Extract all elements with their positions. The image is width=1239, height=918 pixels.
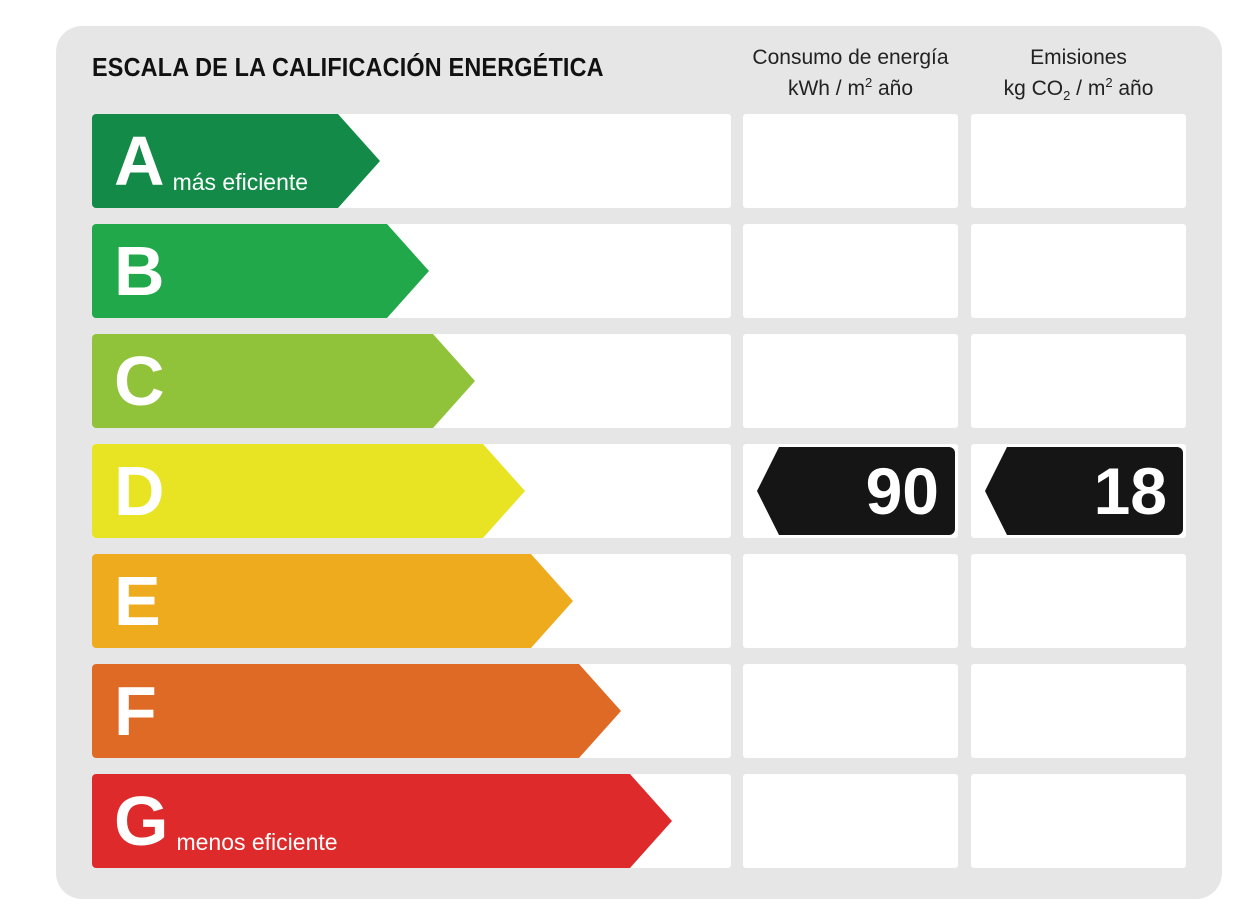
class-caption: menos eficiente <box>176 829 338 855</box>
emissions-cell-g <box>971 774 1186 868</box>
emissions-cell-c <box>971 334 1186 428</box>
class-arrow-e: E <box>92 554 573 648</box>
consumption-value-badge: 90 <box>757 447 955 535</box>
consumption-header-label: Consumo de energía <box>752 46 949 69</box>
emissions-cell-e <box>971 554 1186 648</box>
consumption-column-header: Consumo de energía kWh / m2 año <box>743 42 958 104</box>
class-caption: más eficiente <box>172 169 309 195</box>
consumption-cell-g <box>743 774 958 868</box>
class-letter: A <box>114 122 165 200</box>
emissions-cell-f <box>971 664 1186 758</box>
class-arrow-f: F <box>92 664 621 758</box>
class-letter: E <box>114 562 161 640</box>
consumption-cell-e <box>743 554 958 648</box>
emissions-unit: kg CO2 / m2 año <box>1003 75 1154 104</box>
class-letter: G <box>114 782 169 860</box>
consumption-cell-a <box>743 114 958 208</box>
emissions-cell-a <box>971 114 1186 208</box>
consumption-cell-b <box>743 224 958 318</box>
consumption-cell-f <box>743 664 958 758</box>
label-title: ESCALA DE LA CALIFICACIÓN ENERGÉTICA <box>92 52 604 82</box>
class-arrow-d: D <box>92 444 525 538</box>
emissions-header-label: Emisiones <box>1030 46 1127 69</box>
class-letter: F <box>114 672 157 750</box>
emissions-column-header: Emisiones kg CO2 / m2 año <box>971 42 1186 104</box>
class-arrow-c: C <box>92 334 475 428</box>
emissions-cell-b <box>971 224 1186 318</box>
class-arrow-b: B <box>92 224 429 318</box>
class-letter: C <box>114 342 165 420</box>
emissions-value-badge: 18 <box>985 447 1183 535</box>
consumption-cell-c <box>743 334 958 428</box>
class-letter: B <box>114 232 165 310</box>
consumption-unit: kWh / m2 año <box>787 75 914 100</box>
class-letter: D <box>114 452 165 530</box>
